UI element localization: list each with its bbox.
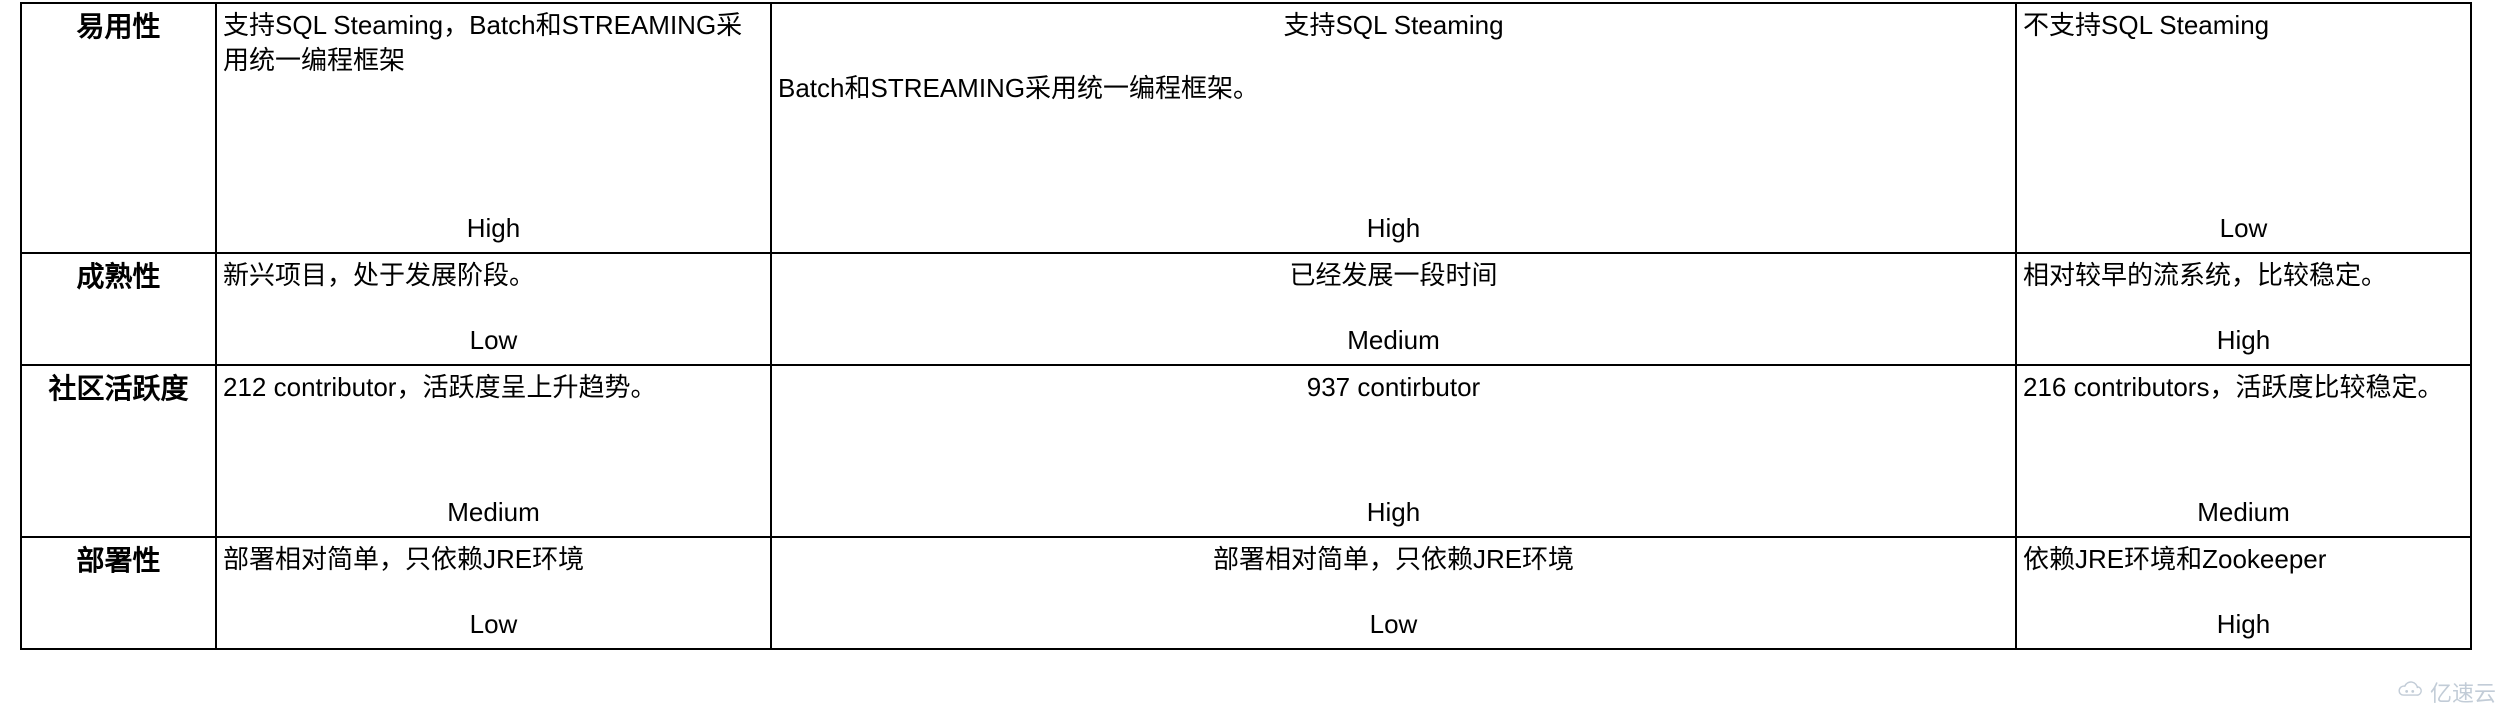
cell-desc: 不支持SQL Steaming [2023, 8, 2464, 43]
cell-rating: High [2023, 589, 2464, 642]
cell-system-a: 212 contributor，活跃度呈上升趋势。 Medium [216, 365, 771, 537]
cell-system-c: 不支持SQL Steaming Low [2016, 3, 2471, 253]
cell-system-b: 已经发展一段时间 Medium [771, 253, 2016, 365]
cell-system-a: 部署相对简单，只依赖JRE环境 Low [216, 537, 771, 649]
cell-rating: High [223, 193, 764, 246]
row-category: 易用性 [21, 3, 216, 253]
cell-rating: High [778, 193, 2009, 246]
cell-rating: High [778, 477, 2009, 530]
cell-system-c: 216 contributors，活跃度比较稳定。 Medium [2016, 365, 2471, 537]
cell-rating: Medium [223, 477, 764, 530]
cell-desc: 已经发展一段时间 [778, 258, 2009, 293]
cell-desc: 支持SQL Steaming Batch和STREAMING采用统一编程框架。 [778, 8, 2009, 106]
cell-desc-line1: 支持SQL Steaming [778, 8, 2009, 43]
row-category: 成熟性 [21, 253, 216, 365]
cell-desc: 212 contributor，活跃度呈上升趋势。 [223, 370, 764, 405]
cell-rating: Low [223, 305, 764, 358]
cell-desc: 部署相对简单，只依赖JRE环境 [778, 542, 2009, 577]
watermark-text: 亿速云 [2430, 676, 2496, 708]
cell-rating: High [2023, 305, 2464, 358]
row-category: 部署性 [21, 537, 216, 649]
cell-system-b: 支持SQL Steaming Batch和STREAMING采用统一编程框架。 … [771, 3, 2016, 253]
cell-system-c: 相对较早的流系统，比较稳定。 High [2016, 253, 2471, 365]
cell-rating: Medium [2023, 477, 2464, 530]
cell-system-b: 部署相对简单，只依赖JRE环境 Low [771, 537, 2016, 649]
cell-desc: 937 contirbutor [778, 370, 2009, 405]
cell-desc: 支持SQL Steaming，Batch和STREAMING采用统一编程框架 [223, 8, 764, 78]
cell-system-b: 937 contirbutor High [771, 365, 2016, 537]
cell-system-c: 依赖JRE环境和Zookeeper High [2016, 537, 2471, 649]
cell-desc: 216 contributors，活跃度比较稳定。 [2023, 370, 2464, 405]
row-category: 社区活跃度 [21, 365, 216, 537]
cloud-icon [2394, 678, 2424, 706]
cell-rating: Low [223, 589, 764, 642]
table-row: 易用性 支持SQL Steaming，Batch和STREAMING采用统一编程… [21, 3, 2471, 253]
cell-system-a: 支持SQL Steaming，Batch和STREAMING采用统一编程框架 H… [216, 3, 771, 253]
watermark: 亿速云 [2394, 676, 2496, 708]
table-row: 成熟性 新兴项目，处于发展阶段。 Low 已经发展一段时间 Medium 相对较 [21, 253, 2471, 365]
cell-desc: 相对较早的流系统，比较稳定。 [2023, 258, 2464, 293]
cell-system-a: 新兴项目，处于发展阶段。 Low [216, 253, 771, 365]
cell-desc-line2: Batch和STREAMING采用统一编程框架。 [778, 71, 2009, 106]
cell-desc: 部署相对简单，只依赖JRE环境 [223, 542, 764, 577]
cell-rating: Low [2023, 193, 2464, 246]
cell-desc: 依赖JRE环境和Zookeeper [2023, 542, 2464, 577]
table-row: 社区活跃度 212 contributor，活跃度呈上升趋势。 Medium 9… [21, 365, 2471, 537]
cell-desc: 新兴项目，处于发展阶段。 [223, 258, 764, 293]
comparison-table: 易用性 支持SQL Steaming，Batch和STREAMING采用统一编程… [20, 2, 2472, 650]
cell-rating: Medium [778, 305, 2009, 358]
page: 易用性 支持SQL Steaming，Batch和STREAMING采用统一编程… [0, 2, 2514, 650]
cell-rating: Low [778, 589, 2009, 642]
table-row: 部署性 部署相对简单，只依赖JRE环境 Low 部署相对简单，只依赖JRE环境 … [21, 537, 2471, 649]
